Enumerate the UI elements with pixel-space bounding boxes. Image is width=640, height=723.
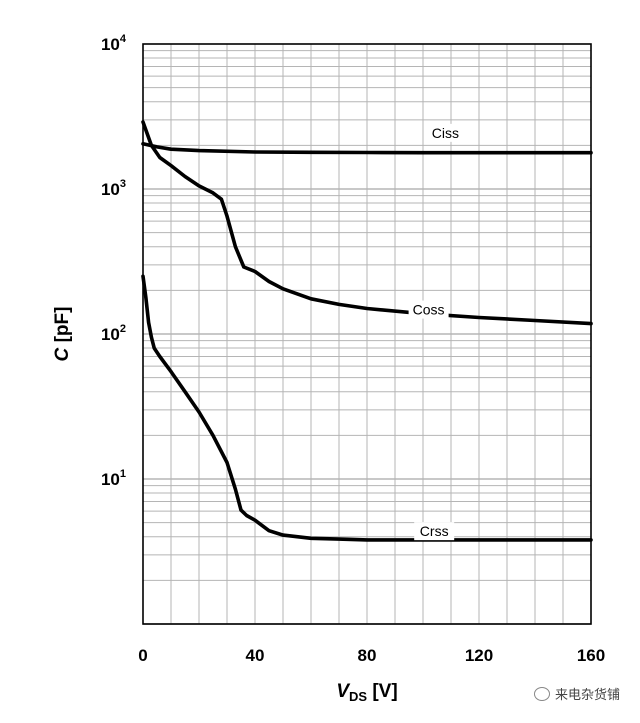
grid	[142, 44, 592, 625]
y-tick-label: 104	[101, 33, 127, 54]
x-tick-label: 160	[577, 646, 605, 665]
y-tick-label: 101	[101, 468, 126, 489]
series-label-layer: Ciss Coss Crss	[408, 123, 466, 541]
series-label-crss: Crss	[420, 523, 449, 539]
series-layer	[141, 120, 593, 542]
y-tick-label: 103	[101, 178, 126, 199]
x-axis-title: VDS [V]	[336, 681, 397, 704]
series-line-ciss	[141, 142, 593, 155]
y-axis-title: C [pF]	[52, 307, 73, 362]
chat-bubble-icon	[533, 686, 550, 701]
axes: 0 40 80 120 160 101 102 103 104 VDS [V] C [pF]	[52, 33, 605, 704]
series-label-coss: Coss	[413, 302, 445, 318]
x-tick-label: 120	[465, 646, 493, 665]
series-label-bg	[408, 300, 449, 319]
watermark-text: 来电杂货铺	[554, 688, 620, 703]
series-label-bg	[414, 522, 455, 541]
series-label-ciss: Ciss	[432, 125, 459, 141]
x-tick-label: 40	[246, 646, 265, 665]
watermark: 来电杂货铺	[533, 684, 620, 703]
y-tick-label: 102	[101, 323, 126, 344]
series-line-crss	[141, 274, 593, 542]
x-tick-label: 0	[138, 646, 147, 665]
plot-frame	[142, 43, 592, 625]
series-line-coss	[141, 120, 593, 326]
series-label-bg	[425, 123, 466, 142]
x-tick-label: 80	[358, 646, 377, 665]
